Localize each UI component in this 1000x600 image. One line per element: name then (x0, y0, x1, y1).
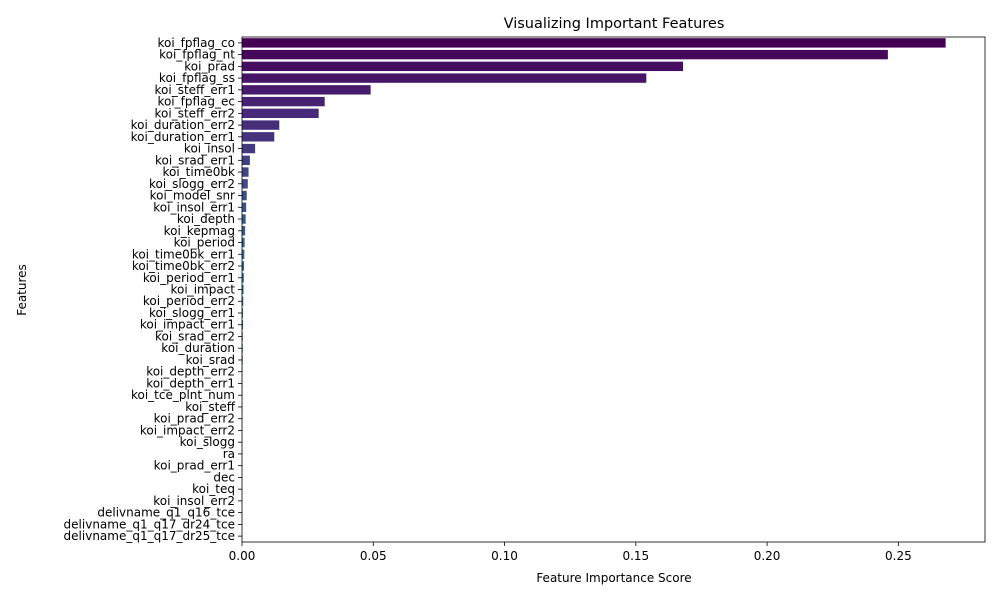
axes-frame (241, 36, 986, 543)
y-tick-label: koi_slogg_err1 (149, 306, 235, 320)
y-tick-label: koi_period_err2 (143, 294, 235, 308)
bar-koi_prad (242, 61, 684, 72)
y-tick-label: koi_depth_err1 (146, 376, 235, 390)
y-tick-label: koi_teq (192, 482, 235, 496)
y-tick-label: koi_steff_err2 (155, 106, 235, 120)
y-tick-label: koi_impact_err1 (140, 318, 235, 332)
bar-koi_slogg_err1 (242, 308, 244, 318)
y-tick-label: koi_fpflag_co (157, 36, 235, 50)
plot-area: koi_fpflag_cokoi_fpflag_ntkoi_pradkoi_fp… (64, 36, 986, 563)
y-tick-label: koi_prad_err2 (154, 412, 235, 426)
y-tick-label: koi_duration_err1 (131, 130, 235, 144)
y-tick-label: koi_depth (177, 212, 235, 226)
y-tick-label: koi_fpflag_nt (159, 48, 235, 62)
bar-koi_time0bk_err1 (242, 249, 245, 259)
bar-koi_steff_err2 (242, 108, 319, 119)
x-tick-label: 0.05 (360, 549, 387, 563)
bar-koi_period_err1 (242, 273, 244, 283)
y-tick-label: koi_duration (161, 341, 235, 355)
y-tick-label: koi_insol (184, 142, 235, 156)
y-tick-label: koi_fpflag_ec (157, 95, 235, 109)
y-tick-label: koi_srad_err2 (155, 329, 235, 343)
bar-koi_impact_err1 (242, 320, 244, 330)
x-tick-label: 0.15 (622, 549, 649, 563)
bar-koi_period_err2 (242, 296, 244, 306)
y-tick-label: koi_slogg (180, 435, 235, 449)
y-tick-label: koi_time0bk (162, 165, 235, 179)
x-tick-label: 0.00 (229, 549, 256, 563)
y-tick-label: koi_slogg_err2 (149, 177, 235, 191)
y-tick-label: koi_srad_err1 (155, 153, 235, 167)
bar-koi_model_snr (242, 190, 247, 201)
x-axis-title: Feature Importance Score (536, 571, 691, 585)
y-tick-label: koi_insol_err2 (153, 494, 235, 508)
bar-koi_time0bk (242, 167, 249, 177)
bar-koi_insol (242, 143, 256, 154)
bar-koi_insol_err1 (242, 202, 247, 212)
y-tick-label: delivname_q1_q17_dr25_tce (64, 529, 235, 543)
y-tick-label: koi_impact_err2 (140, 423, 235, 437)
y-tick-label: koi_insol_err1 (153, 200, 235, 214)
bar-koi_time0bk_err2 (242, 261, 245, 271)
y-tick-label: koi_model_snr (150, 189, 235, 203)
y-tick-label: koi_kepmag (164, 224, 235, 238)
bar-koi_steff_err1 (242, 85, 371, 95)
bar-koi_period (242, 237, 245, 248)
bar-koi_fpflag_nt (242, 49, 888, 60)
x-tick-label: 0.10 (491, 549, 518, 563)
y-tick-label: koi_tce_plnt_num (131, 388, 235, 402)
bar-koi_kepmag (242, 226, 246, 236)
y-tick-label: koi_prad_err1 (154, 459, 235, 473)
y-tick-label: koi_duration_err2 (131, 118, 235, 132)
bar-koi_slogg_err2 (242, 179, 248, 189)
bar-koi_fpflag_ss (242, 73, 647, 83)
y-tick-label: ra (223, 447, 235, 461)
bar-koi_depth (242, 214, 246, 224)
bar-koi_duration_err2 (242, 120, 280, 130)
bar-koi_duration_err1 (242, 132, 275, 142)
y-tick-label: koi_impact (171, 283, 236, 297)
y-tick-label: koi_steff_err1 (155, 83, 235, 97)
y-tick-label: delivname_q1_q16_tce (97, 506, 235, 520)
y-tick-label: koi_fpflag_ss (159, 71, 235, 85)
bar-koi_impact (242, 284, 244, 295)
y-tick-label: koi_period_err1 (143, 271, 235, 285)
y-tick-label: delivname_q1_q17_dr24_tce (64, 517, 235, 531)
bar-koi_fpflag_ec (242, 96, 325, 107)
y-tick-label: dec (213, 470, 235, 484)
y-tick-label: koi_time0bk_err2 (132, 259, 235, 273)
y-tick-label: koi_depth_err2 (146, 365, 235, 379)
y-axis-title: Features (15, 264, 29, 316)
y-tick-label: koi_time0bk_err1 (132, 247, 235, 261)
bar-koi_fpflag_co (242, 38, 946, 48)
x-tick-label: 0.20 (754, 549, 781, 563)
y-tick-label: koi_period (174, 236, 235, 250)
y-tick-label: koi_steff (185, 400, 236, 414)
y-tick-label: koi_srad (186, 353, 235, 367)
bar-koi_srad_err1 (242, 155, 250, 166)
chart-title: Visualizing Important Features (504, 16, 725, 32)
x-tick-label: 0.25 (885, 549, 912, 563)
y-tick-label: koi_prad (184, 59, 235, 73)
